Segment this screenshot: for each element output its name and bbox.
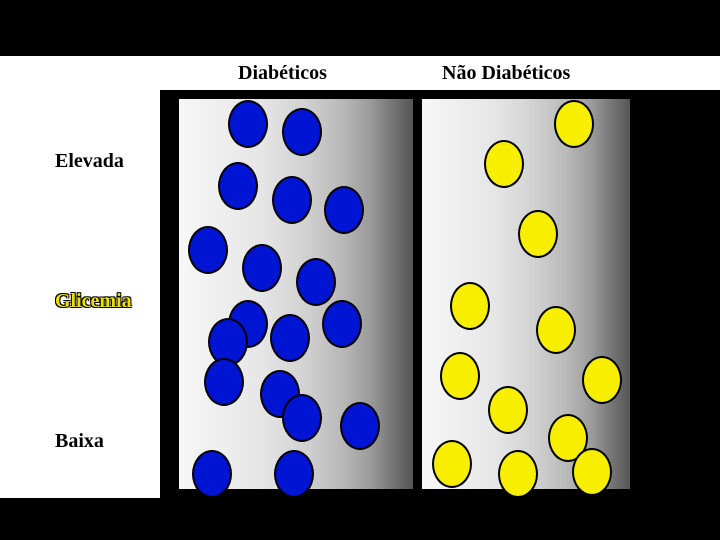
population-dot xyxy=(450,282,490,330)
header-nao-diabeticos: Não Diabéticos xyxy=(442,62,570,85)
header-band xyxy=(0,56,720,90)
population-dot xyxy=(296,258,336,306)
population-dot xyxy=(282,108,322,156)
population-dot xyxy=(270,314,310,362)
population-dot xyxy=(218,162,258,210)
panel-nao-diabeticos xyxy=(418,95,634,493)
population-dot xyxy=(484,140,524,188)
population-dot xyxy=(324,186,364,234)
population-dot xyxy=(272,176,312,224)
population-dot xyxy=(488,386,528,434)
population-dot xyxy=(498,450,538,498)
header-diabeticos: Diabéticos xyxy=(238,62,327,85)
population-dot xyxy=(518,210,558,258)
population-dot xyxy=(242,244,282,292)
population-dot xyxy=(282,394,322,442)
population-dot xyxy=(274,450,314,498)
population-dot xyxy=(554,100,594,148)
population-dot xyxy=(536,306,576,354)
population-dot xyxy=(228,100,268,148)
population-dot xyxy=(432,440,472,488)
population-dot xyxy=(440,352,480,400)
population-dot xyxy=(340,402,380,450)
population-dot xyxy=(188,226,228,274)
population-dot xyxy=(572,448,612,496)
label-baixa: Baixa xyxy=(55,430,104,453)
population-dot xyxy=(204,358,244,406)
label-elevada: Elevada xyxy=(55,150,124,173)
population-dot xyxy=(322,300,362,348)
population-dot xyxy=(192,450,232,498)
population-dot xyxy=(582,356,622,404)
label-glicemia: Glicemia xyxy=(55,290,132,313)
